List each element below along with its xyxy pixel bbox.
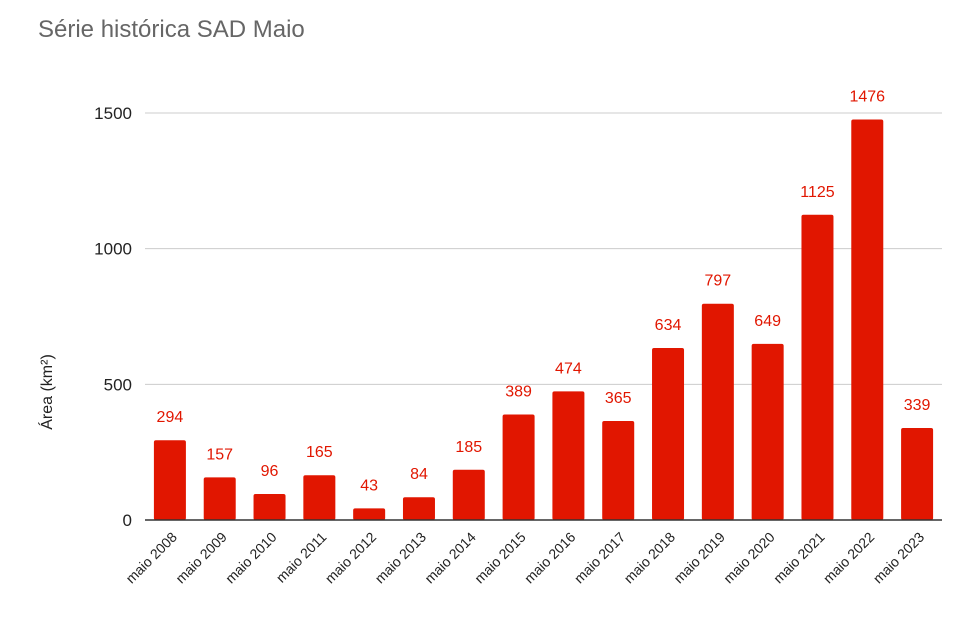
data-label: 294 xyxy=(157,409,184,426)
y-axis-label: Área (km²) xyxy=(37,354,56,430)
x-tick-label: maio 2017 xyxy=(571,529,629,587)
bar xyxy=(801,214,834,520)
x-tick-label: maio 2021 xyxy=(770,529,828,587)
data-label: 185 xyxy=(455,439,482,456)
data-label: 1476 xyxy=(849,89,885,106)
bar xyxy=(602,420,635,520)
bar xyxy=(701,303,734,520)
bar xyxy=(153,440,186,520)
x-tick-label: maio 2015 xyxy=(471,529,529,587)
chart-title: Série histórica SAD Maio xyxy=(38,16,305,43)
x-tick-label: maio 2012 xyxy=(322,529,380,587)
data-label: 84 xyxy=(410,466,428,483)
data-label: 365 xyxy=(605,390,632,407)
bar xyxy=(851,119,884,521)
x-tick-label: maio 2019 xyxy=(670,529,728,587)
data-label: 1125 xyxy=(800,184,835,201)
bar xyxy=(552,391,585,520)
bar xyxy=(502,414,535,520)
data-label: 43 xyxy=(360,477,378,494)
data-label: 157 xyxy=(206,446,233,463)
data-label: 96 xyxy=(261,463,279,480)
x-tick-label: maio 2016 xyxy=(521,529,579,587)
x-tick-label: maio 2013 xyxy=(372,529,430,587)
bar xyxy=(303,475,336,520)
x-tick-label: maio 2010 xyxy=(222,529,280,587)
bar xyxy=(652,347,685,520)
data-label: 389 xyxy=(505,383,532,400)
data-labels: 294 157 96 165 43 84 185 389 474 365 634 797 649 1125… xyxy=(157,89,931,495)
x-tick-label: maio 2018 xyxy=(621,529,679,587)
y-tick-label: 1500 xyxy=(94,104,132,123)
data-label: 165 xyxy=(306,444,333,461)
bars xyxy=(153,119,934,521)
bar xyxy=(452,469,485,520)
data-label: 634 xyxy=(655,317,682,334)
data-label: 649 xyxy=(754,313,781,330)
x-tick-label: maio 2023 xyxy=(870,529,928,587)
y-tick-labels: 0 500 1000 1500 xyxy=(94,104,132,530)
bar xyxy=(203,477,236,520)
bar xyxy=(901,428,934,520)
data-label: 339 xyxy=(904,397,931,414)
x-tick-label: maio 2008 xyxy=(122,529,180,587)
y-tick-label: 0 xyxy=(123,511,132,530)
bar xyxy=(402,497,435,520)
y-tick-label: 500 xyxy=(104,375,132,394)
bar xyxy=(253,493,286,520)
data-label: 474 xyxy=(555,360,582,377)
x-tick-label: maio 2020 xyxy=(720,529,778,587)
bar xyxy=(353,508,386,520)
x-tick-label: maio 2011 xyxy=(273,529,330,586)
x-tick-label: maio 2014 xyxy=(421,529,479,587)
x-tick-label: maio 2022 xyxy=(820,529,878,587)
bar xyxy=(751,343,784,520)
x-tick-label: maio 2009 xyxy=(172,529,230,587)
data-label: 797 xyxy=(704,273,731,290)
y-tick-label: 1000 xyxy=(94,240,132,259)
